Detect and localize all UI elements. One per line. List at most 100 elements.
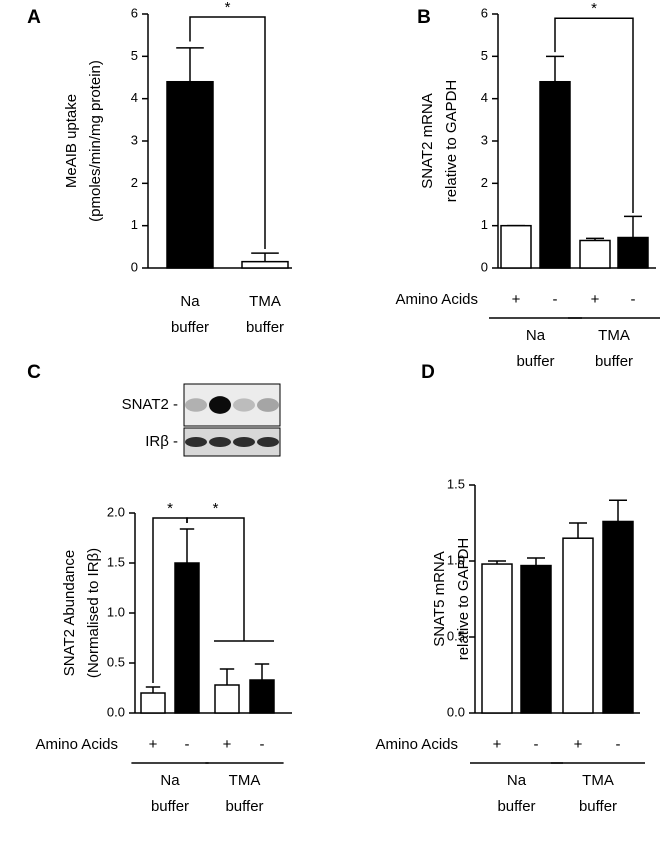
y-tick-label: 2 bbox=[481, 175, 488, 190]
panel-letter: D bbox=[421, 362, 435, 383]
x-tick-label: - bbox=[631, 291, 636, 308]
y-axis-label: MeAIB uptake bbox=[63, 94, 80, 188]
y-axis-label: SNAT2 mRNA bbox=[419, 93, 436, 189]
group-label: Na bbox=[526, 327, 546, 344]
y-tick-label: 0 bbox=[131, 259, 138, 274]
bar bbox=[481, 563, 513, 714]
significance-bracket bbox=[554, 17, 634, 213]
x-tick-label: + bbox=[512, 291, 521, 308]
blot-band bbox=[257, 437, 279, 447]
group-label: buffer bbox=[151, 798, 189, 815]
y-axis-label: SNAT2 Abundance bbox=[61, 550, 78, 676]
x-tick-label: buffer bbox=[171, 319, 209, 336]
significance-star: * bbox=[225, 0, 231, 16]
panel-letter: A bbox=[27, 7, 41, 28]
x-tick-label: + bbox=[591, 291, 600, 308]
panel-letter: B bbox=[417, 7, 431, 28]
bar bbox=[241, 260, 289, 269]
significance-bracket bbox=[189, 16, 266, 249]
y-tick-label: 2 bbox=[131, 175, 138, 190]
bar bbox=[579, 239, 611, 269]
group-label: Na bbox=[507, 772, 527, 789]
blot-frame bbox=[183, 383, 281, 427]
x-tick-label: - bbox=[260, 736, 265, 753]
y-tick-label: 4 bbox=[481, 90, 488, 105]
y-tick-label: 1 bbox=[481, 217, 488, 232]
group-label: buffer bbox=[595, 353, 633, 370]
y-tick-label: 0.0 bbox=[447, 704, 465, 719]
blot-label: SNAT2 - bbox=[122, 396, 178, 413]
bar bbox=[500, 224, 532, 269]
bar bbox=[617, 236, 649, 269]
x-tick-label: + bbox=[149, 736, 158, 753]
y-axis-label: SNAT5 mRNA bbox=[431, 551, 448, 647]
y-tick-label: 1.5 bbox=[107, 554, 125, 569]
y-tick-label: 3 bbox=[481, 132, 488, 147]
y-tick-label: 4 bbox=[131, 90, 138, 105]
bar bbox=[174, 562, 200, 714]
row-label: Amino Acids bbox=[395, 291, 478, 308]
x-tick-label: TMA bbox=[249, 293, 281, 310]
row-label: Amino Acids bbox=[35, 736, 118, 753]
significance-star: * bbox=[213, 500, 219, 517]
significance-star: * bbox=[591, 0, 597, 17]
y-tick-label: 0.0 bbox=[107, 704, 125, 719]
x-tick-label: + bbox=[223, 736, 232, 753]
bar bbox=[602, 520, 634, 714]
blot-band bbox=[209, 396, 231, 414]
group-label: buffer bbox=[497, 798, 535, 815]
y-tick-label: 1.0 bbox=[447, 552, 465, 567]
significance-star: * bbox=[167, 500, 173, 517]
x-tick-label: - bbox=[616, 736, 621, 753]
bar bbox=[249, 679, 275, 714]
x-tick-label: - bbox=[553, 291, 558, 308]
y-tick-label: 1.5 bbox=[447, 476, 465, 491]
y-tick-label: 6 bbox=[131, 5, 138, 20]
blot-band bbox=[257, 398, 279, 412]
panel-letter: C bbox=[27, 362, 41, 383]
x-tick-label: - bbox=[185, 736, 190, 753]
bar bbox=[520, 564, 552, 714]
y-tick-label: 6 bbox=[481, 5, 488, 20]
x-tick-label: - bbox=[534, 736, 539, 753]
bar bbox=[539, 80, 571, 269]
x-tick-label: + bbox=[574, 736, 583, 753]
y-tick-label: 2.0 bbox=[107, 504, 125, 519]
group-label: buffer bbox=[225, 798, 263, 815]
y-tick-label: 5 bbox=[131, 48, 138, 63]
group-label: TMA bbox=[598, 327, 630, 344]
group-label: TMA bbox=[582, 772, 614, 789]
y-tick-label: 1.0 bbox=[107, 604, 125, 619]
y-axis-label: (pmoles/min/mg protein) bbox=[87, 60, 104, 222]
y-axis-label: relative to GAPDH bbox=[455, 538, 472, 661]
bar bbox=[214, 684, 240, 714]
x-tick-label: Na bbox=[180, 293, 200, 310]
y-tick-label: 0 bbox=[481, 259, 488, 274]
y-tick-label: 3 bbox=[131, 132, 138, 147]
significance-bracket bbox=[186, 517, 245, 641]
x-tick-label: buffer bbox=[246, 319, 284, 336]
blot-band bbox=[233, 437, 255, 447]
y-tick-label: 1 bbox=[131, 217, 138, 232]
group-label: buffer bbox=[579, 798, 617, 815]
group-label: buffer bbox=[516, 353, 554, 370]
bar bbox=[140, 692, 166, 714]
y-tick-label: 0.5 bbox=[447, 628, 465, 643]
blot-band bbox=[185, 398, 207, 412]
blot-label: IRβ - bbox=[145, 433, 178, 450]
bar bbox=[166, 80, 214, 269]
y-tick-label: 5 bbox=[481, 48, 488, 63]
group-label: Na bbox=[160, 772, 180, 789]
row-label: Amino Acids bbox=[375, 736, 458, 753]
group-label: TMA bbox=[229, 772, 261, 789]
bar bbox=[562, 537, 594, 714]
blot-band bbox=[209, 437, 231, 447]
y-tick-label: 0.5 bbox=[107, 654, 125, 669]
y-axis-label: relative to GAPDH bbox=[443, 80, 460, 203]
blot-band bbox=[185, 437, 207, 447]
y-axis-label: (Normalised to IRβ) bbox=[85, 548, 102, 678]
x-tick-label: + bbox=[493, 736, 502, 753]
blot-band bbox=[233, 398, 255, 412]
